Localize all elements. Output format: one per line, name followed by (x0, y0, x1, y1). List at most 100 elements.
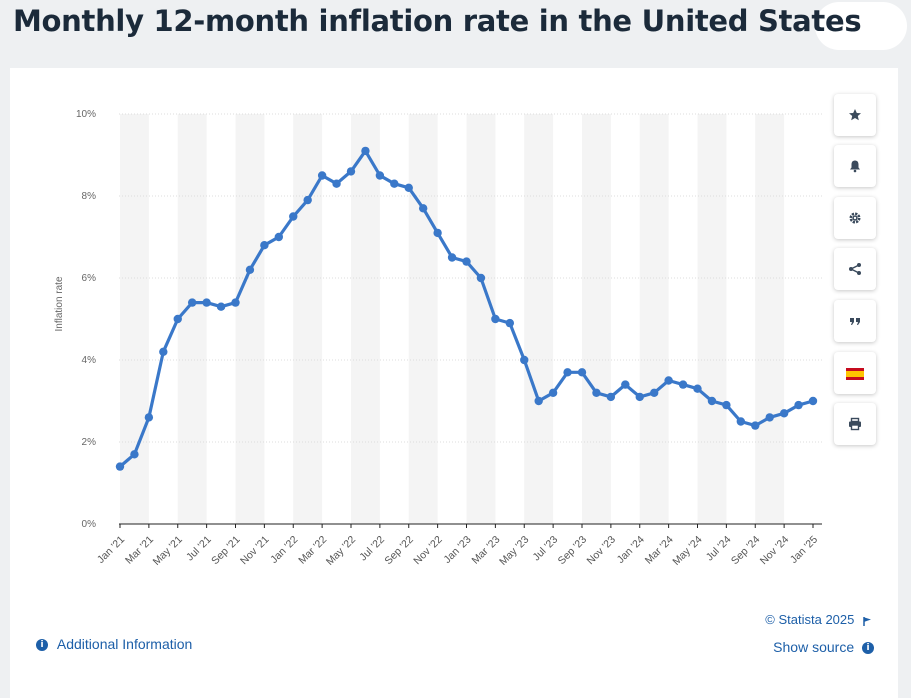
data-point[interactable] (722, 400, 731, 410)
x-tick-label: Sep '22 (382, 534, 416, 568)
data-point[interactable] (274, 232, 284, 242)
x-tick-label: Sep '24 (729, 534, 763, 568)
data-point[interactable] (621, 380, 630, 389)
data-point[interactable] (736, 417, 746, 426)
data-point[interactable] (765, 413, 774, 422)
show-source-label: Show source (773, 639, 855, 655)
data-point[interactable] (187, 298, 197, 307)
data-point[interactable] (317, 171, 327, 180)
x-tick-label: May '24 (670, 534, 704, 568)
data-point[interactable] (462, 257, 471, 266)
data-point[interactable] (433, 228, 442, 238)
data-point[interactable] (592, 388, 601, 397)
statista-credit[interactable]: © Statista 2025 (765, 612, 872, 627)
data-point[interactable] (115, 462, 125, 471)
x-tick-label: May '21 (151, 534, 185, 568)
x-tick-label: Jan '21 (95, 534, 127, 566)
data-point[interactable] (577, 368, 587, 377)
data-point[interactable] (159, 347, 168, 356)
x-tick-label: Mar '23 (469, 534, 502, 567)
data-point[interactable] (808, 396, 818, 406)
data-point[interactable] (649, 388, 659, 397)
bell-icon (848, 159, 862, 173)
show-source-link[interactable]: Show source i (773, 639, 874, 655)
data-point[interactable] (130, 450, 139, 459)
data-point[interactable] (707, 396, 717, 406)
y-axis-label: Inflation rate (54, 276, 65, 331)
x-tick-label: Sep '21 (209, 534, 243, 568)
data-point[interactable] (520, 355, 529, 365)
print-button[interactable] (834, 403, 876, 445)
y-tick-label: 0% (82, 519, 97, 530)
cite-button[interactable] (834, 300, 876, 342)
quote-icon (848, 314, 862, 328)
data-point[interactable] (693, 384, 702, 393)
x-tick-label: May '23 (497, 534, 531, 568)
chart-band (408, 114, 438, 524)
data-point[interactable] (332, 179, 341, 188)
x-tick-label: Nov '22 (411, 534, 445, 568)
chart-card: 0% 2% 4% 6% 8% 10% Inflation rate Jan '21 Mar '2… (10, 68, 898, 698)
data-point[interactable] (664, 376, 673, 385)
x-tick-label: Jan '24 (615, 534, 647, 566)
data-point[interactable] (534, 396, 543, 406)
data-point[interactable] (346, 167, 356, 176)
y-tick-label: 4% (82, 355, 97, 366)
data-point[interactable] (260, 241, 269, 250)
data-point[interactable] (678, 380, 688, 389)
x-tick-label: May '22 (324, 534, 358, 568)
data-point[interactable] (361, 146, 370, 156)
y-tick-label: 6% (82, 273, 97, 284)
data-point[interactable] (202, 298, 211, 307)
data-point[interactable] (245, 265, 255, 274)
chart-band (351, 114, 380, 524)
data-point[interactable] (779, 409, 789, 418)
x-tick-label: Mar '21 (123, 534, 156, 567)
favorite-button[interactable] (834, 94, 876, 136)
data-point[interactable] (173, 314, 182, 324)
chart-band (177, 114, 207, 524)
x-tick-label: Nov '23 (585, 534, 619, 568)
data-point[interactable] (563, 368, 572, 377)
share-icon (848, 262, 862, 276)
data-point[interactable] (375, 171, 385, 180)
data-point[interactable] (606, 392, 616, 402)
data-point[interactable] (404, 183, 413, 192)
data-point[interactable] (491, 314, 500, 324)
data-point[interactable] (751, 421, 760, 430)
chart-band (524, 114, 554, 524)
data-point[interactable] (289, 212, 298, 221)
data-point[interactable] (794, 400, 803, 410)
data-point[interactable] (505, 318, 515, 328)
chart-band (755, 114, 785, 524)
x-tick-label: Mar '22 (296, 534, 329, 567)
notification-button[interactable] (834, 145, 876, 187)
data-point[interactable] (476, 273, 486, 283)
share-button[interactable] (834, 248, 876, 290)
data-point[interactable] (635, 392, 644, 402)
x-tick-label: Jan '23 (441, 534, 473, 566)
credit-label: © Statista 2025 (765, 612, 855, 627)
additional-info-link[interactable]: i Additional Information (36, 636, 192, 652)
data-point[interactable] (231, 298, 240, 307)
y-tick-label: 10% (76, 109, 96, 120)
data-point[interactable] (418, 204, 428, 213)
data-point[interactable] (390, 179, 399, 188)
settings-button[interactable] (834, 197, 876, 239)
info-icon: i (862, 642, 874, 655)
data-point[interactable] (144, 413, 154, 422)
y-tick-label: 2% (82, 437, 97, 448)
chart-band (235, 114, 265, 524)
data-point[interactable] (303, 195, 312, 205)
data-point[interactable] (216, 302, 226, 311)
data-point[interactable] (548, 388, 558, 397)
star-icon (848, 108, 862, 122)
data-point[interactable] (447, 253, 457, 262)
info-icon: i (36, 639, 48, 652)
x-tick-label: Jan '25 (788, 534, 820, 566)
language-button[interactable] (834, 352, 876, 394)
x-tick-label: Sep '23 (556, 534, 590, 568)
corner-decoration (815, 2, 907, 50)
y-tick-label: 8% (82, 191, 97, 202)
chart-band (466, 114, 496, 524)
